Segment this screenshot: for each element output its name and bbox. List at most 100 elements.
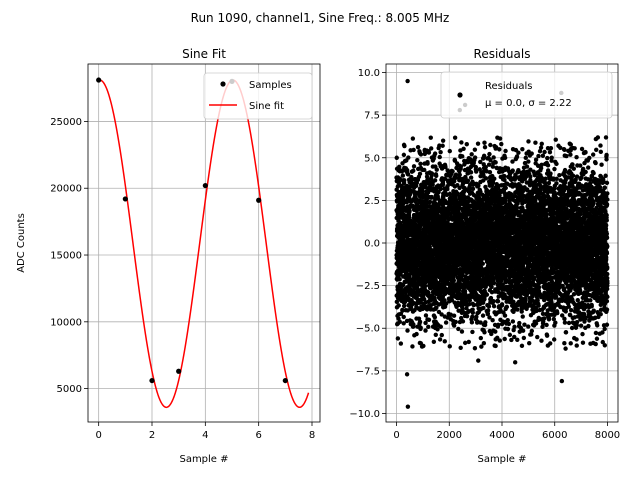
residual-point [435,327,440,332]
residual-point [472,147,478,152]
residual-point [440,182,446,187]
residual-point [486,304,492,309]
residual-point [472,155,478,160]
residual-point [491,155,496,160]
residual-point [516,150,521,155]
residual-point [439,312,444,317]
residual-point [415,157,420,163]
residual-point [443,320,449,325]
residual-point [402,178,407,183]
residual-point [401,321,406,326]
residual-point [523,297,528,302]
sample-point [202,182,208,189]
residual-point [473,164,479,170]
residual-point [438,149,443,155]
residual-point [487,151,492,157]
residual-point [401,238,407,243]
residual-point [418,325,423,330]
residual-point [420,189,425,194]
residual-point [481,341,487,346]
residual-point [423,283,428,289]
residual-point [470,329,475,335]
residual-point [515,307,520,312]
sine-fit-line [98,79,310,409]
residual-point [520,328,526,333]
residual-point [428,135,433,140]
residual-point [453,172,459,177]
residual-point [460,154,465,159]
residual-point [418,161,423,167]
residual-point [482,297,487,302]
residual-point [406,155,411,160]
residual-point [415,144,421,150]
sample-point [176,368,182,374]
x-tick-label: 8 [309,430,315,441]
residual-point [426,324,431,330]
residual-point [429,171,435,176]
residual-point [517,320,522,326]
residual-point [426,290,431,296]
residual-point [491,303,497,309]
residual-point [481,305,486,311]
residual-point [470,186,476,192]
residual-point [459,140,464,145]
residual-point [453,319,458,325]
residual-point [499,302,505,307]
residual-point [442,176,448,181]
residual-point [485,308,491,313]
residual-point [429,194,434,200]
residual-point [502,173,507,179]
residual-point [487,170,493,175]
residual-point [423,320,428,326]
residual-point [496,322,501,328]
x-tick-label: 6 [255,430,261,441]
residual-point [460,319,466,324]
residual-point [469,320,475,325]
residual-point [400,173,406,178]
residual-point [397,319,402,325]
residual-point [497,338,502,343]
x-tick-label: 4 [202,430,208,441]
residual-point [417,171,423,177]
residual-point [472,346,478,351]
residual-point [421,343,426,349]
sample-point [256,197,262,203]
residual-point [394,299,400,305]
residual-point [409,174,414,180]
sine-fit-xlabel: Sample # [179,454,228,465]
y-tick-label: 20000 [50,184,82,195]
residual-point [405,167,410,173]
sample-point [96,77,102,83]
residual-point [488,142,493,148]
residual-point [469,152,474,157]
y-tick-label: 15000 [50,251,82,262]
residual-point [493,160,498,165]
residual-point [491,280,497,286]
residual-point [407,274,412,279]
residual-point [484,292,490,297]
residual-point [401,152,407,158]
residual-point [504,304,510,310]
residual-point [439,332,444,338]
residual-point [505,326,511,332]
residual-point [507,332,513,338]
residual-point [427,199,433,205]
residual-point [493,329,498,334]
sine-fit-legend-box [203,72,313,120]
residual-point [502,155,508,161]
residual-point [444,301,449,306]
residual-point [521,335,527,341]
residual-point [426,317,432,322]
sine-fit-grid [88,64,320,422]
residual-point [440,138,446,143]
residual-point [502,313,508,318]
residual-point [401,303,407,309]
residual-point [451,313,457,318]
residual-point [397,176,402,181]
residual-point [434,167,439,172]
legend-sine-fit-label: Sine fit [249,101,284,112]
residual-point [458,345,463,350]
y-tick-label: 25000 [50,117,82,128]
residual-point [397,164,402,170]
